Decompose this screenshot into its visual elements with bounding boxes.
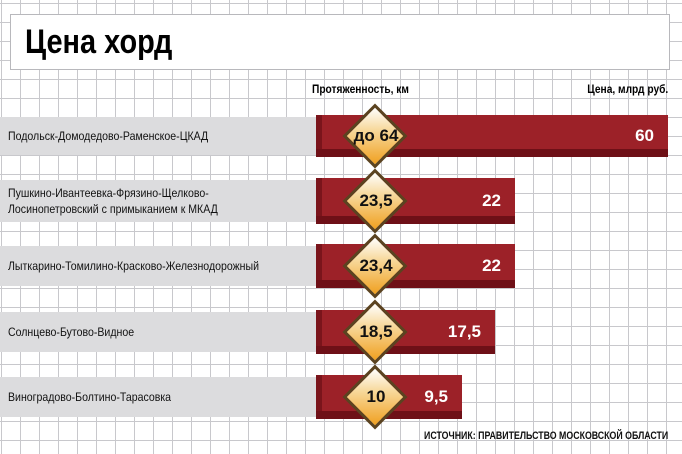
length-value: 23,4 <box>359 256 393 275</box>
row-label: Виноградово-Болтино-Тарасовка <box>0 377 318 417</box>
price-value: 60 <box>635 126 654 145</box>
row-label: Солнцево-Бутово-Видное <box>0 312 318 352</box>
row-label: Подольск-Домодедово-Раменское-ЦКАД <box>0 117 318 155</box>
price-value: 17,5 <box>447 322 481 341</box>
bar-row: Лыткарино-Томилино-Красково-Железнодорож… <box>0 233 682 299</box>
bar-row: Виноградово-Болтино-Тарасовка 9,5 10 <box>0 364 682 430</box>
price-header: Цена, млрд руб. <box>587 82 668 96</box>
bar-row: Солнцево-Бутово-Видное 17,5 18,5 <box>0 299 682 365</box>
title-box: Цена хорд <box>10 14 670 70</box>
length-value: до 64 <box>353 126 399 145</box>
row-label: Лыткарино-Томилино-Красково-Железнодорож… <box>0 246 318 286</box>
length-value: 18,5 <box>359 322 393 341</box>
bar-row: Пушкино-Ивантеевка-Фрязино-Щелково-Лосин… <box>0 168 682 234</box>
chart-title: Цена хорд <box>25 23 173 61</box>
length-header: Протяженность, км <box>312 82 409 96</box>
length-value: 10 <box>366 387 386 406</box>
length-value: 23,5 <box>359 191 393 210</box>
row-label: Пушкино-Ивантеевка-Фрязино-Щелково-Лосин… <box>0 180 318 222</box>
price-value: 22 <box>482 256 501 275</box>
source-note: ИСТОЧНИК: ПРАВИТЕЛЬСТВО МОСКОВСКОЙ ОБЛАС… <box>423 430 668 442</box>
price-value: 22 <box>482 191 501 210</box>
price-value: 9,5 <box>424 387 448 406</box>
bar-row: Подольск-Домодедово-Раменское-ЦКАД 60 до… <box>0 103 682 169</box>
